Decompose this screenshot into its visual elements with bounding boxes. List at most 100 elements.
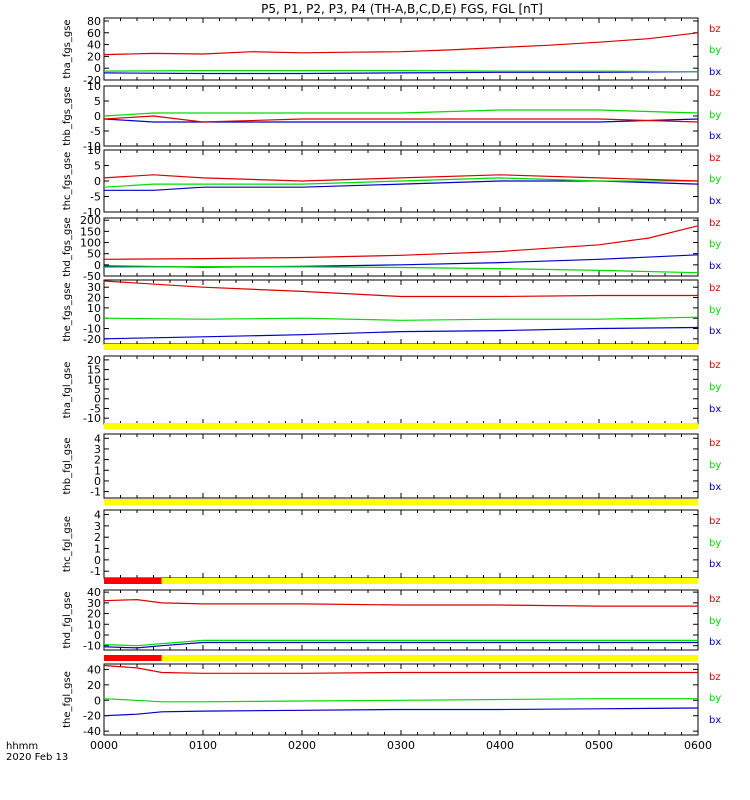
legend-bz: bz: [709, 218, 721, 229]
y-tick-label: 2: [94, 454, 101, 467]
y-tick-label: -50: [83, 270, 101, 283]
series-bx: [104, 707, 698, 717]
legend-bx: bx: [709, 196, 721, 207]
x-tick-label: 0100: [189, 739, 217, 752]
y-tick-label: 1: [94, 464, 101, 477]
y-tick-label: 10: [87, 618, 101, 631]
y-tick-label: 0: [94, 110, 101, 123]
x-tick-label: 0200: [288, 739, 316, 752]
y-tick-label: 30: [87, 597, 101, 610]
y-tick-label: 1: [94, 543, 101, 556]
time-axis: 0000 0100 0200 0300 0400 0500 0600: [90, 739, 712, 752]
y-tick-label: 3: [94, 520, 101, 533]
series-by: [104, 639, 698, 647]
legend-by: by: [709, 174, 721, 185]
y-tick-label: 4: [94, 432, 101, 445]
y-tick-label: 10: [87, 302, 101, 315]
panel-frame: [103, 663, 699, 736]
legend-by: by: [709, 239, 721, 250]
panel-frame: [103, 279, 699, 345]
bar-segment-yellow: [104, 344, 698, 350]
legend-by: by: [709, 460, 721, 471]
y-tick-label: 0: [94, 694, 101, 707]
y-tick-label: 30: [87, 281, 101, 294]
legend-bx: bx: [709, 559, 721, 570]
legend-bx: bx: [709, 404, 721, 415]
legend-by: by: [709, 616, 721, 627]
y-axis-label: thd_fgs_gse: [62, 217, 73, 276]
y-axis-label: tha_fgl_gse: [62, 362, 73, 419]
x-tick-label: 0400: [486, 739, 514, 752]
y-axis-label: tha_fgs_gse: [62, 19, 73, 78]
legend-bz: bz: [709, 24, 721, 35]
y-tick-label: 80: [87, 15, 101, 28]
y-tick-label: -10: [83, 412, 101, 425]
bar-thc-fgl: [104, 578, 698, 584]
series-bx: [104, 71, 698, 75]
bar-segment-red: [104, 655, 162, 661]
y-tick-label: 5: [94, 95, 101, 108]
legend-by: by: [709, 382, 721, 393]
y-tick-label: -5: [90, 125, 101, 138]
y-tick-label: 3: [94, 443, 101, 456]
y-tick-label: 20: [87, 608, 101, 621]
y-tick-label: -20: [83, 74, 101, 87]
y-tick-label: 0: [94, 629, 101, 642]
legend-bz: bz: [709, 594, 721, 605]
y-tick-label: 0: [94, 175, 101, 188]
legend-bz: bz: [709, 672, 721, 683]
series-bz: [104, 598, 698, 607]
bar-segment-yellow: [104, 499, 698, 505]
legend-bx: bx: [709, 131, 721, 142]
series-by: [104, 266, 698, 274]
legend-by: by: [709, 45, 721, 56]
y-tick-label: 20: [87, 292, 101, 305]
legend-by: by: [709, 305, 721, 316]
series-bz: [104, 280, 698, 298]
y-tick-label: 20: [87, 679, 101, 692]
y-tick-label: -20: [83, 333, 101, 346]
x-tick-label: 0000: [90, 739, 118, 752]
y-tick-label: 10: [87, 373, 101, 386]
y-tick-label: 0: [94, 62, 101, 75]
y-tick-label: -40: [83, 725, 101, 738]
series-bz: [104, 174, 698, 182]
series-by: [104, 316, 698, 321]
series-by: [104, 177, 698, 188]
time-axis-label: hhmm: [6, 741, 38, 752]
y-tick-label: -5: [90, 402, 101, 415]
y-tick-label: 50: [87, 248, 101, 261]
series-bx: [104, 180, 698, 191]
y-tick-label: -1: [90, 565, 101, 578]
series-bx: [104, 326, 698, 340]
series-bz: [104, 115, 698, 123]
series-bx: [104, 118, 698, 123]
legend-by: by: [709, 693, 721, 704]
y-tick-label: 20: [87, 50, 101, 63]
y-tick-label: 15: [87, 364, 101, 377]
legend-bx: bx: [709, 67, 721, 78]
legend-bz: bz: [709, 516, 721, 527]
series-bx: [104, 254, 698, 268]
y-tick-label: 0: [94, 475, 101, 488]
bar-thb-fgl: [104, 499, 698, 505]
y-axis-label: thc_fgl_gse: [62, 516, 73, 572]
y-tick-label: 10: [87, 80, 101, 93]
y-tick-label: 0: [94, 259, 101, 272]
y-tick-label: 2: [94, 531, 101, 544]
series-bz: [104, 225, 698, 260]
y-tick-label: 200: [80, 214, 101, 227]
y-tick-label: -5: [90, 191, 101, 204]
panel-frame: [103, 433, 699, 499]
panel-frame: [103, 355, 699, 425]
y-tick-label: -10: [83, 206, 101, 219]
series-by: [104, 698, 698, 703]
y-axis-label: the_fgl_gse: [62, 671, 73, 728]
